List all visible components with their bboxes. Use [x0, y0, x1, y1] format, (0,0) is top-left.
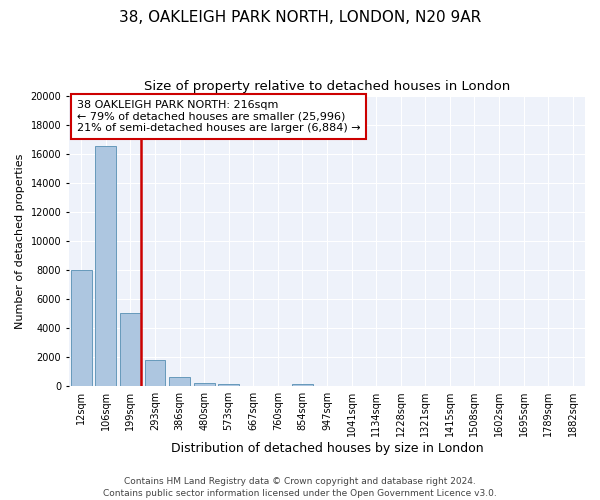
- Bar: [145, 360, 166, 386]
- Bar: [292, 384, 313, 386]
- Text: 38 OAKLEIGH PARK NORTH: 216sqm
← 79% of detached houses are smaller (25,996)
21%: 38 OAKLEIGH PARK NORTH: 216sqm ← 79% of …: [77, 100, 361, 133]
- Bar: [194, 383, 215, 386]
- X-axis label: Distribution of detached houses by size in London: Distribution of detached houses by size …: [170, 442, 483, 455]
- Y-axis label: Number of detached properties: Number of detached properties: [15, 153, 25, 328]
- Text: 38, OAKLEIGH PARK NORTH, LONDON, N20 9AR: 38, OAKLEIGH PARK NORTH, LONDON, N20 9AR: [119, 10, 481, 25]
- Bar: [169, 378, 190, 386]
- Title: Size of property relative to detached houses in London: Size of property relative to detached ho…: [144, 80, 510, 93]
- Text: Contains HM Land Registry data © Crown copyright and database right 2024.
Contai: Contains HM Land Registry data © Crown c…: [103, 476, 497, 498]
- Bar: [71, 270, 92, 386]
- Bar: [95, 146, 116, 386]
- Bar: [218, 384, 239, 386]
- Bar: [120, 314, 141, 386]
